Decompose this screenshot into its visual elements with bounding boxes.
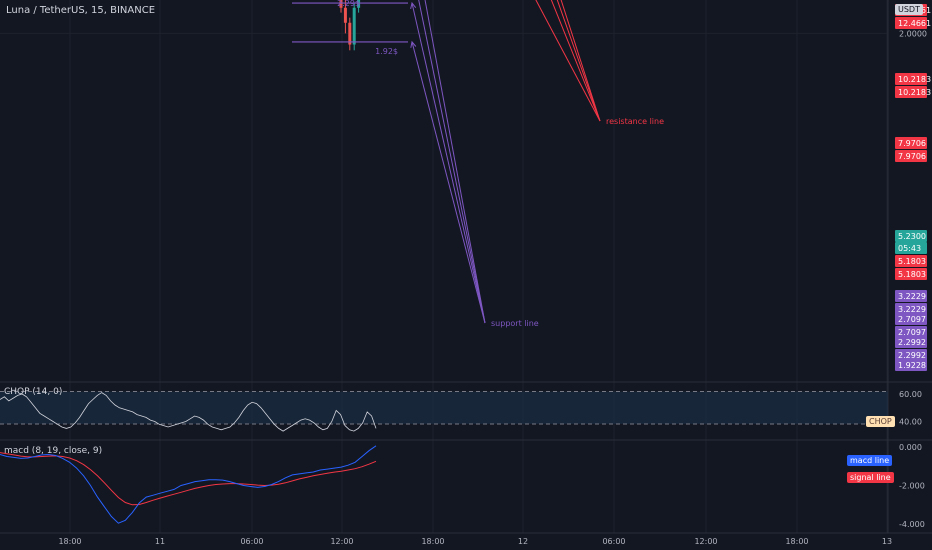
chop-indicator-label[interactable]: CHOP (14, 0) <box>4 387 63 397</box>
chop-tick-label: 40.00 <box>899 418 922 427</box>
macd-pane: 0.000 -2.000 -4.000 <box>0 443 925 529</box>
price-badge-label: 7.9706 <box>898 152 926 161</box>
candle-body <box>343 7 347 23</box>
macd-indicator-label[interactable]: macd (8, 19, close, 9) <box>4 446 103 456</box>
price-badge <box>895 359 927 371</box>
price-levels[interactable]: 12.46$10.22$7.97$5.18$resistance line3.2… <box>0 0 888 328</box>
support-arrow <box>418 0 486 324</box>
support-arrow <box>411 2 486 324</box>
price-badge <box>895 242 927 254</box>
price-badge-label: 2.2992 <box>898 351 926 360</box>
price-badge <box>895 73 927 85</box>
time-tick-label: 06:00 <box>602 537 625 546</box>
price-badge <box>895 86 927 98</box>
time-tick-label: 12:00 <box>694 537 717 546</box>
price-badge <box>895 313 927 325</box>
price-badge <box>895 150 927 162</box>
price-badge <box>895 17 927 29</box>
support-label: 1.92$ <box>375 47 398 56</box>
time-tick-label: 11 <box>155 537 165 546</box>
price-badge-label: 10.2183 <box>898 75 931 84</box>
macd-line <box>0 445 377 524</box>
price-badge <box>895 255 927 267</box>
price-badge <box>895 303 927 315</box>
chop-tick-label: 60.00 <box>899 390 922 399</box>
price-tick-label: 2.0000 <box>899 29 927 38</box>
macd-tick-label: -2.000 <box>899 482 925 491</box>
price-badge-label: 5.2300 <box>898 232 926 241</box>
price-badge-label: 7.9706 <box>898 139 926 148</box>
chop-pane: 60.00 40.00 <box>0 390 922 432</box>
chop-tag: CHOP <box>866 416 895 427</box>
time-tick-label: 18:00 <box>785 537 808 546</box>
signal-legend: signal line <box>847 472 894 483</box>
price-badge <box>895 230 927 242</box>
resistance-annotation: resistance line <box>606 117 664 126</box>
support-arrow-head <box>410 1 417 10</box>
time-tick-label: 12:00 <box>330 537 353 546</box>
time-tick-label: 18:00 <box>421 537 444 546</box>
time-tick-label: 18:00 <box>58 537 81 546</box>
resistance-arrow <box>550 0 601 122</box>
price-badge <box>895 326 927 338</box>
candle-body <box>348 22 352 45</box>
price-badge-label: 1.9228 <box>898 361 926 370</box>
price-badge <box>895 268 927 280</box>
time-tick-label: 06:00 <box>240 537 263 546</box>
chop-band <box>0 391 888 424</box>
resistance-arrow <box>556 0 601 122</box>
candles[interactable] <box>186 0 378 51</box>
price-badge-label: 5.1803 <box>898 270 926 279</box>
price-badge <box>895 290 927 302</box>
price-badge-label: 05:43 <box>898 244 921 253</box>
price-badge-label: 12.4661 <box>898 19 931 28</box>
candle-body <box>352 7 356 45</box>
support-arrow <box>424 0 486 324</box>
candle-body <box>357 0 361 8</box>
time-tick-label: 12 <box>518 537 528 546</box>
signal-line <box>0 452 377 506</box>
resistance-arrow <box>560 0 601 122</box>
price-badge-label: 3.2229 <box>898 305 926 314</box>
price-badge-label: 2.7097 <box>898 315 926 324</box>
price-badge-label: 10.2183 <box>898 88 931 97</box>
symbol-title[interactable]: Luna / TetherUS, 15, BINANCE <box>6 5 156 16</box>
price-badge-label: 3.2229 <box>898 292 926 301</box>
time-tick-label: 13 <box>882 537 892 546</box>
price-badge <box>895 349 927 361</box>
price-badge-label: 2.2992 <box>898 338 926 347</box>
currency-badge[interactable]: USDT <box>895 4 923 15</box>
support-annotation: support line <box>491 319 539 328</box>
resistance-arrow <box>535 0 601 122</box>
support-label: 2.29$ <box>337 0 360 8</box>
grid <box>0 0 932 534</box>
price-badge-label: 2.7097 <box>898 328 926 337</box>
macd-legend: macd line <box>847 455 893 466</box>
price-badge-label: 5.1803 <box>898 257 926 266</box>
macd-tick-label: -4.000 <box>899 520 925 529</box>
price-badge <box>895 137 927 149</box>
support-arrow-head <box>410 40 417 48</box>
candle-body <box>339 0 343 8</box>
macd-tick-label: 0.000 <box>899 443 922 452</box>
chop-line <box>0 392 377 432</box>
support-arrow <box>411 41 486 324</box>
price-badge <box>895 336 927 348</box>
